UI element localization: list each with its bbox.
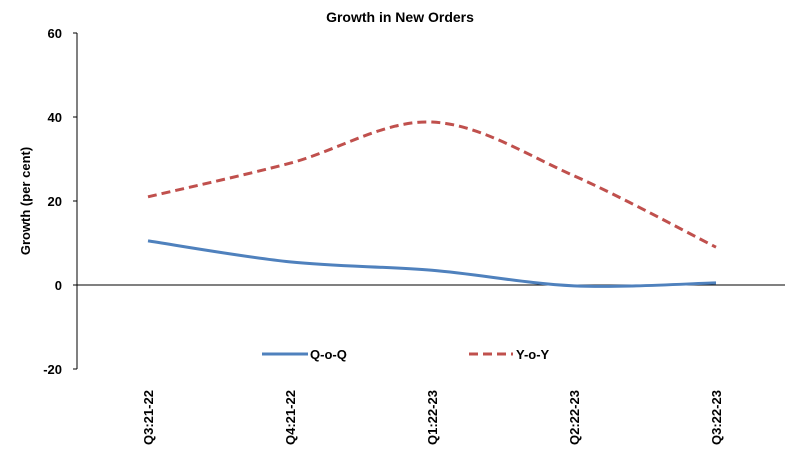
x-tick-label: Q1:22-23 bbox=[425, 390, 440, 445]
x-tick-label: Q3:22-23 bbox=[709, 390, 724, 445]
legend: Q-o-Q Y-o-Y bbox=[262, 347, 550, 362]
y-tick-label: 0 bbox=[55, 278, 62, 293]
x-tick-label: Q2:22-23 bbox=[567, 390, 582, 445]
y-tick-label: 40 bbox=[48, 110, 62, 125]
y-tick-label: 20 bbox=[48, 194, 62, 209]
axes bbox=[76, 33, 785, 369]
y-tick-label: -20 bbox=[43, 362, 62, 377]
series-lines bbox=[147, 120, 717, 288]
y-tick-label: 60 bbox=[48, 26, 62, 41]
x-tick-label: Q4:21-22 bbox=[283, 390, 298, 445]
series-line-q-o-q bbox=[147, 239, 717, 288]
x-tick-label: Q3:21-22 bbox=[141, 390, 156, 445]
y-axis-label: Growth (per cent) bbox=[18, 147, 33, 255]
x-tick-labels: Q3:21-22 Q4:21-22 Q1:22-23 Q2:22-23 Q3:22-23 bbox=[141, 390, 724, 445]
chart-title: Growth in New Orders bbox=[326, 9, 474, 25]
legend-label: Y-o-Y bbox=[516, 347, 550, 362]
legend-label: Q-o-Q bbox=[310, 347, 347, 362]
series-line-y-o-y bbox=[147, 120, 717, 249]
y-tick-labels: -20 0 20 40 60 bbox=[43, 26, 77, 377]
